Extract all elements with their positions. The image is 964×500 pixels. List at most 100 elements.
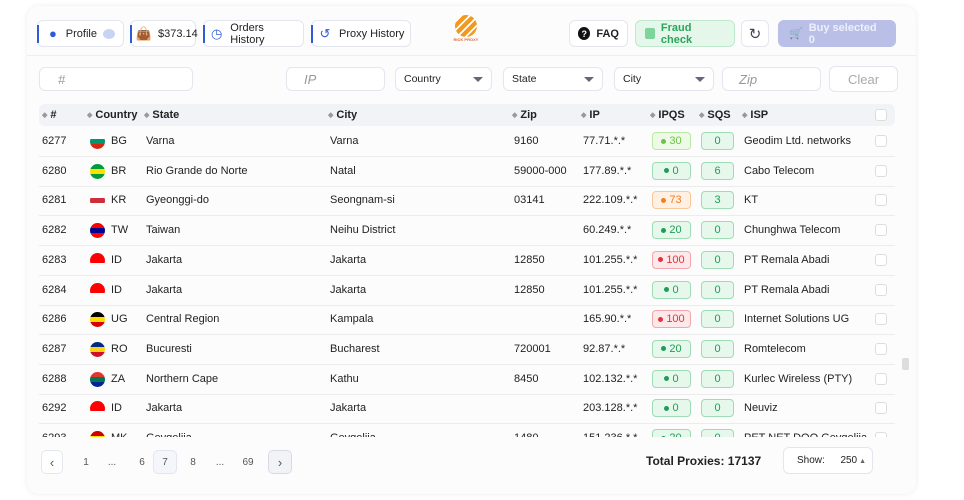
fraud-check-icon [645, 28, 655, 39]
buy-selected-button[interactable]: 🛒 Buy selected 0 [778, 20, 896, 47]
col-label: Country [95, 109, 138, 121]
faq-button[interactable]: ? FAQ [569, 20, 628, 47]
sqs-badge: 0 [701, 132, 734, 150]
sqs-badge: 0 [701, 339, 734, 358]
row-country: TW [111, 224, 129, 237]
ipqs-badge: 20 [652, 339, 691, 358]
table-row[interactable]: 6287 RO Bucuresti Bucharest 720001 92.87… [39, 335, 895, 365]
row-checkbox[interactable] [875, 283, 887, 296]
table-body: 6277 BG Varna Varna 9160 77.71.*.* 30 0 … [27, 127, 916, 437]
ipqs-value: 73 [669, 194, 682, 207]
row-country: KR [111, 194, 127, 207]
row-checkbox[interactable] [875, 224, 887, 237]
sort-icon: ◆ [42, 112, 48, 119]
col-id[interactable]: ◆ # [42, 109, 57, 121]
wallet-icon: 👜 [135, 25, 153, 41]
row-ip: 222.109.*.* [583, 194, 638, 207]
page-button[interactable]: 8 [190, 456, 196, 468]
proxy-history-button[interactable]: ↺ Proxy History [311, 20, 411, 47]
table-row[interactable]: 6280 BR Rio Grande do Norte Natal 59000-… [39, 157, 895, 187]
show-value: 250 [840, 455, 858, 466]
row-city: Seongnam-si [330, 194, 395, 207]
scrollbar-thumb[interactable] [902, 358, 909, 370]
prev-page-button[interactable]: ‹ [41, 450, 63, 474]
col-zip[interactable]: ◆ Zip [512, 109, 537, 121]
page-button[interactable]: 6 [139, 456, 145, 468]
row-isp: Kurlec Wireless (PTY) [744, 372, 853, 385]
balance-button[interactable]: 👜 $373.14 [130, 20, 198, 47]
main-card: ● Profile 👜 $373.14 ◷ Orders History ↺ P… [27, 6, 916, 494]
row-state: Central Region [146, 313, 220, 326]
row-checkbox[interactable] [875, 402, 887, 415]
row-isp: Chunghwa Telecom [744, 224, 841, 237]
col-country[interactable]: ◆ Country [87, 109, 138, 121]
status-dot-icon [664, 376, 670, 382]
row-ip: 92.87.*.* [583, 342, 626, 355]
row-ip: 101.255.*.* [583, 253, 638, 266]
table-row[interactable]: 6284 ID Jakarta Jakarta 12850 101.255.*.… [39, 276, 895, 306]
eye-icon[interactable] [102, 28, 115, 39]
select-all-checkbox[interactable] [875, 109, 887, 121]
table-row[interactable]: 6293 MK Gevgelija Gevgelija 1480 151.236… [39, 424, 895, 437]
row-city: Bucharest [330, 342, 380, 355]
row-checkbox[interactable] [875, 164, 887, 177]
row-isp: Internet Solutions UG [744, 313, 850, 326]
row-zip: 8450 [514, 372, 539, 385]
table-row[interactable]: 6281 KR Gyeonggi-do Seongnam-si 03141 22… [39, 186, 895, 217]
table-row[interactable]: 6277 BG Varna Varna 9160 77.71.*.* 30 0 … [39, 127, 895, 157]
state-select[interactable]: State [503, 67, 603, 91]
show-label: Show: [797, 455, 825, 466]
refresh-icon: ↻ [748, 25, 762, 43]
table-row[interactable]: 6282 TW Taiwan Neihu District 60.249.*.*… [39, 216, 895, 247]
flag-icon [90, 431, 105, 437]
col-sqs[interactable]: ◆ SQS [699, 109, 731, 121]
col-isp[interactable]: ◆ ISP [742, 109, 768, 121]
status-dot-icon [658, 257, 664, 263]
row-checkbox[interactable] [875, 342, 887, 355]
page-button[interactable]: 1 [83, 456, 89, 468]
page-button[interactable]: 7 [153, 450, 177, 474]
zip-filter-input[interactable]: Zip [722, 67, 821, 91]
fraud-check-button[interactable]: Fraud check [635, 20, 735, 47]
sort-icon: ◆ [581, 112, 587, 119]
country-select[interactable]: Country [395, 67, 492, 91]
page-size-select[interactable]: Show: 250 ▲ [783, 447, 873, 474]
ipqs-badge: 73 [652, 191, 691, 210]
row-checkbox[interactable] [875, 372, 887, 385]
table-row[interactable]: 6286 UG Central Region Kampala 165.90.*.… [39, 305, 895, 336]
orders-history-button[interactable]: ◷ Orders History [203, 20, 304, 47]
col-label: Zip [520, 109, 537, 121]
col-ip[interactable]: ◆ IP [581, 109, 600, 121]
cart-icon: 🛒 [789, 28, 803, 40]
next-page-button[interactable]: › [268, 450, 292, 474]
clear-button[interactable]: Clear [829, 66, 898, 92]
user-icon: ● [48, 26, 57, 41]
sqs-badge: 0 [701, 429, 734, 437]
col-city[interactable]: ◆ City [328, 109, 357, 121]
ip-filter-input[interactable]: IP [286, 67, 385, 91]
row-checkbox[interactable] [875, 313, 887, 326]
table-row[interactable]: 6288 ZA Northern Cape Kathu 8450 102.132… [39, 365, 895, 395]
row-checkbox[interactable] [875, 432, 887, 437]
row-ip: 203.128.*.* [583, 402, 638, 415]
col-ipqs[interactable]: ◆ IPQS [650, 109, 685, 121]
table-row[interactable]: 6283 ID Jakarta Jakarta 12850 101.255.*.… [39, 246, 895, 276]
row-checkbox[interactable] [875, 253, 887, 266]
row-checkbox[interactable] [875, 135, 887, 147]
row-city: Neihu District [330, 224, 396, 237]
row-id: 6292 [42, 402, 67, 415]
table-row[interactable]: 6292 ID Jakarta Jakarta 203.128.*.* 0 0 … [39, 394, 895, 425]
refresh-button[interactable]: ↻ [741, 20, 769, 47]
city-select[interactable]: City [614, 67, 714, 91]
profile-button[interactable]: ● Profile [37, 20, 124, 47]
row-state: Bucuresti [146, 342, 192, 355]
row-checkbox[interactable] [875, 194, 887, 207]
id-filter-input[interactable]: # [39, 67, 193, 91]
sqs-badge: 0 [701, 310, 734, 329]
buy-selected-label: Buy selected 0 [808, 21, 877, 46]
col-state[interactable]: ◆ State [144, 109, 179, 121]
faq-label: FAQ [596, 27, 619, 40]
sort-icon: ◆ [87, 112, 93, 119]
row-isp: PT Remala Abadi [744, 283, 830, 296]
page-button[interactable]: 69 [242, 456, 254, 468]
